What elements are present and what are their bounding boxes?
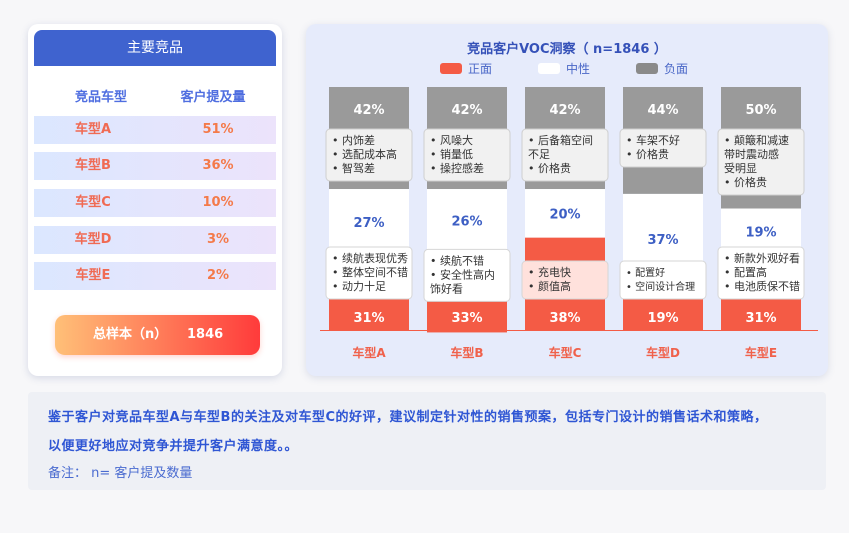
bar-segment-neutral [525, 189, 605, 238]
data-label-neutral: 27% [353, 216, 384, 231]
competitor-panel: 主要竞品 竞品车型 客户提及量 车型A 51% 车型B 36% 车型C 10% … [28, 24, 282, 376]
model-share: 3% [206, 232, 230, 247]
data-label-neutral: 20% [549, 207, 580, 222]
legend-item-positive: 正面 [440, 60, 492, 77]
data-label-negative: 42% [353, 103, 384, 118]
table-row: 车型D 3% [34, 226, 276, 254]
total-sample-label: 总样本（n） [93, 327, 168, 342]
positive-callout-text: • 动力十足 [332, 279, 386, 293]
legend-item-negative: 负面 [636, 60, 688, 77]
model-share: 10% [202, 195, 234, 210]
positive-callout-text: • 续航表现优秀 [332, 251, 408, 265]
insight-text-line-1: 鉴于客户对竞品车型A与车型B的关注及对车型C的好评，建议制定针对性的销售预案，包… [48, 410, 768, 425]
positive-callout-text: • 新款外观好看 [724, 251, 800, 265]
insight-text-line-2: 以便更好地应对竞争并提升客户满意度。。 [48, 439, 299, 454]
positive-callout-text: • 电池质保不错 [724, 279, 800, 293]
legend-label-negative: 负面 [664, 62, 689, 76]
positive-callout-box [325, 246, 413, 300]
legend-item-neutral: 中性 [538, 60, 590, 77]
data-label-positive: 33% [451, 311, 482, 326]
table-row: 车型A 51% [34, 116, 276, 144]
positive-callout-box [521, 260, 609, 300]
total-sample-value: 1846 [187, 327, 224, 342]
negative-callout-text: • 价格贵 [626, 147, 669, 161]
data-label-neutral: 19% [745, 226, 776, 241]
positive-callout-box [717, 246, 805, 300]
x-tick-label: 车型E [745, 345, 777, 360]
negative-callout-box [423, 128, 511, 182]
model-share: 2% [206, 268, 230, 283]
data-label-positive: 31% [353, 311, 384, 326]
model-name: 车型B [75, 158, 111, 173]
positive-callout-text: • 安全性高内 [430, 267, 495, 281]
table-row: 车型E 2% [34, 262, 276, 290]
negative-callout-text: • 风噪大 [430, 133, 473, 147]
positive-callout-text: • 颜值高 [528, 279, 571, 293]
positive-callout-box [619, 260, 707, 300]
chart-legend: 正面 中性 负面 [306, 60, 828, 76]
x-tick-label: 车型C [549, 345, 582, 360]
x-tick-label: 车型B [450, 345, 483, 360]
legend-swatch-neutral [538, 63, 560, 74]
positive-callout-text: • 整体空间不错 [332, 265, 408, 279]
legend-label-positive: 正面 [468, 62, 493, 76]
negative-callout-text: • 后备箱空间 [528, 133, 593, 147]
bar-segment-neutral [427, 189, 507, 253]
negative-callout-box [521, 128, 609, 182]
negative-callout-text: • 智驾差 [332, 161, 375, 175]
negative-callout-text: 不足 [528, 148, 550, 161]
data-label-neutral: 26% [451, 215, 482, 230]
data-label-neutral: 37% [647, 233, 678, 248]
insight-note: 鉴于客户对竞品车型A与车型B的关注及对车型C的好评，建议制定针对性的销售预案，包… [28, 392, 826, 490]
negative-callout-text: • 内饰差 [332, 133, 375, 147]
data-label-positive: 31% [745, 311, 776, 326]
panel-title: 主要竞品 [34, 30, 276, 66]
positive-callout-text: 饰好看 [430, 281, 463, 295]
model-name: 车型E [75, 268, 111, 283]
negative-callout-text: • 操控感差 [430, 161, 484, 175]
negative-callout-text: 受明显 [724, 162, 757, 175]
negative-callout-text: 带时震动感 [724, 148, 779, 161]
positive-callout-text: • 空间设计合理 [626, 280, 695, 293]
negative-callout-text: • 价格贵 [528, 161, 571, 175]
positive-callout-text: • 配置高 [724, 265, 767, 279]
x-tick-label: 车型D [646, 345, 680, 360]
data-label-negative: 42% [549, 103, 580, 118]
legend-swatch-negative [636, 63, 658, 74]
chart-title: 竞品客户VOC洞察（ n=1846 ） [467, 42, 667, 57]
negative-callout-box [717, 128, 805, 196]
remark-text: 备注： n= 客户提及数量 [48, 466, 193, 481]
model-name: 车型C [75, 195, 111, 210]
negative-callout-box [325, 128, 413, 182]
negative-callout-text: • 颠簸和减速 [724, 133, 789, 147]
model-name: 车型A [74, 122, 112, 137]
negative-callout-text: • 车架不好 [626, 133, 680, 147]
total-sample-badge: 总样本（n） 1846 [55, 315, 260, 355]
negative-callout-text: • 选配成本高 [332, 147, 397, 161]
column-header-reach: 客户提及量 [180, 90, 246, 105]
table-row: 车型B 36% [34, 152, 276, 180]
data-label-positive: 38% [549, 311, 580, 326]
negative-callout-text: • 价格贵 [724, 175, 767, 189]
model-name: 车型D [74, 232, 112, 247]
legend-swatch-positive [440, 63, 462, 74]
model-share: 36% [202, 158, 234, 173]
model-share: 51% [202, 122, 234, 137]
table-row: 车型C 10% [34, 189, 276, 217]
data-label-negative: 50% [745, 103, 776, 118]
column-header-model: 竞品车型 [74, 90, 127, 105]
positive-callout-text: • 续航不错 [430, 253, 484, 267]
positive-callout-text: • 配置好 [626, 267, 665, 279]
positive-callout-text: • 充电快 [528, 265, 571, 279]
data-label-positive: 19% [647, 311, 678, 326]
negative-callout-box [619, 128, 707, 168]
positive-callout-box [423, 248, 511, 302]
bar-segment-neutral [329, 189, 409, 255]
stacked-bar-chart: 42% 27% 31% 车型A • 内饰差• 选配成本高• 智驾差 • 续航表现优秀• 整… [320, 87, 818, 360]
x-tick-label: 车型A [352, 345, 386, 360]
data-label-negative: 44% [647, 103, 678, 118]
legend-label-neutral: 中性 [566, 62, 591, 76]
data-label-negative: 42% [451, 103, 482, 118]
negative-callout-text: • 销量低 [430, 147, 473, 161]
